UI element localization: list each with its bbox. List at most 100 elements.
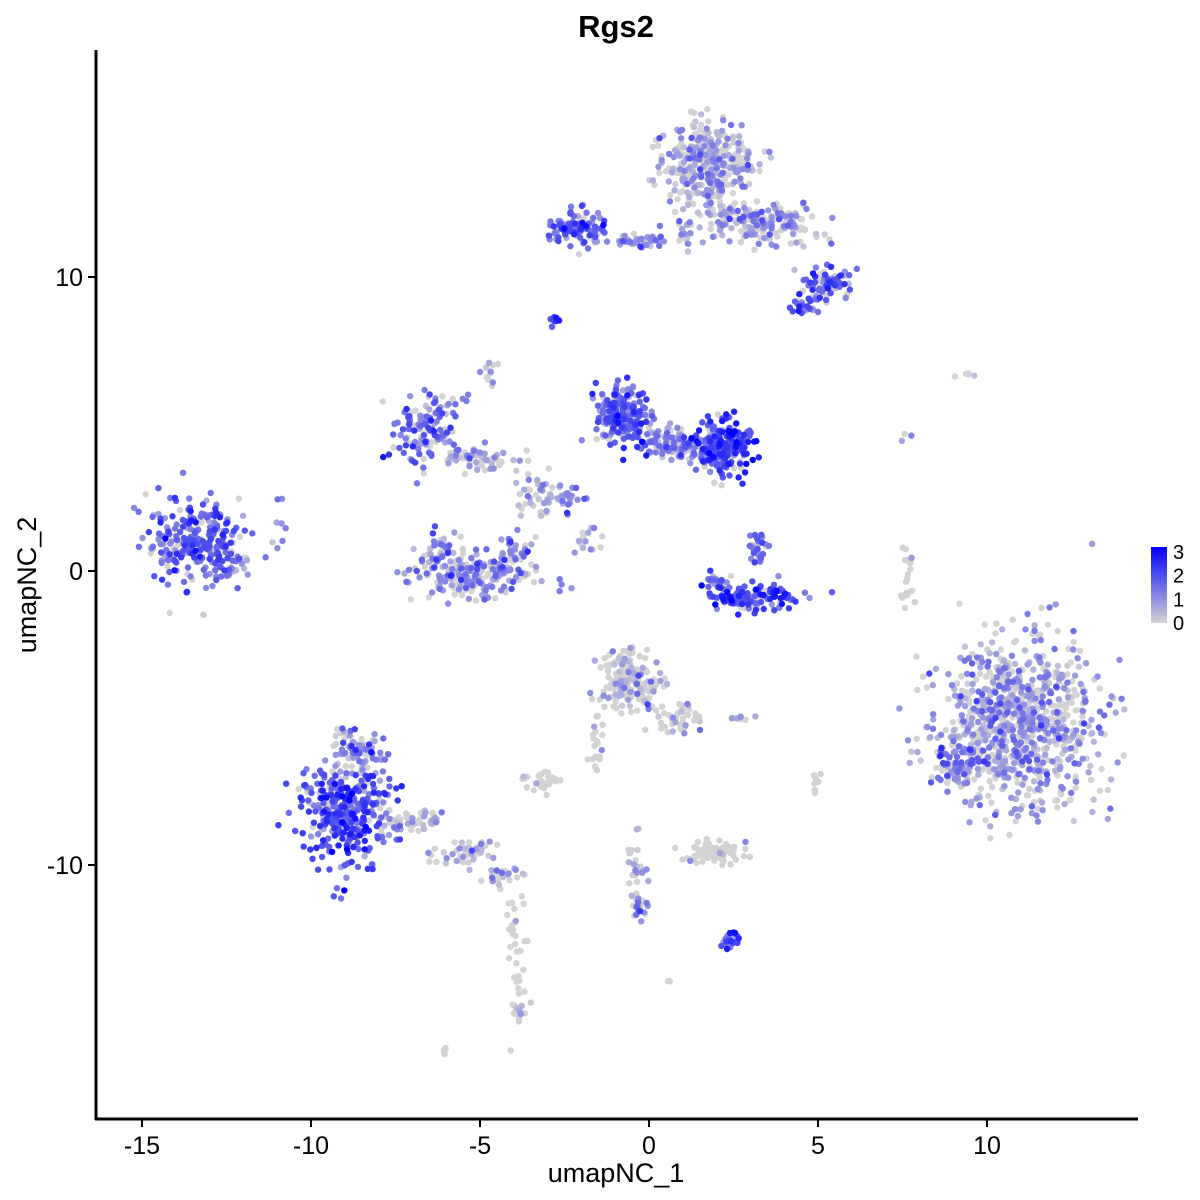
data-point xyxy=(452,401,459,408)
data-point xyxy=(706,577,714,584)
data-point xyxy=(575,537,583,545)
data-point xyxy=(970,731,977,738)
data-point xyxy=(998,694,1005,701)
data-point xyxy=(727,121,735,129)
data-point xyxy=(558,581,565,588)
data-point xyxy=(500,449,507,456)
data-point xyxy=(643,866,650,873)
data-point xyxy=(459,592,466,599)
data-point xyxy=(326,843,333,851)
data-point xyxy=(461,845,468,852)
data-point xyxy=(812,230,820,237)
data-point xyxy=(687,230,694,237)
data-point xyxy=(647,438,654,446)
data-point xyxy=(767,154,775,161)
data-point xyxy=(348,858,355,866)
data-point xyxy=(619,387,626,394)
data-point xyxy=(1043,744,1050,752)
data-point xyxy=(1055,725,1063,732)
data-point xyxy=(495,881,503,888)
data-point xyxy=(722,142,729,149)
data-point xyxy=(530,787,537,794)
data-point xyxy=(690,124,698,131)
data-point xyxy=(765,207,772,214)
data-point xyxy=(524,471,532,478)
data-point xyxy=(612,680,619,687)
data-point xyxy=(665,150,673,158)
data-point xyxy=(988,799,995,806)
data-point xyxy=(701,143,708,150)
data-point xyxy=(467,564,475,572)
data-point xyxy=(704,192,712,200)
data-point xyxy=(496,461,503,469)
data-point xyxy=(938,744,945,751)
data-point xyxy=(445,400,452,408)
data-point xyxy=(431,845,438,852)
data-point xyxy=(1032,695,1039,702)
data-point xyxy=(1038,722,1045,729)
data-point xyxy=(985,792,992,800)
data-point xyxy=(674,424,681,431)
data-point xyxy=(807,279,814,286)
data-point xyxy=(1031,627,1038,634)
data-point xyxy=(485,852,492,859)
data-point xyxy=(190,537,197,544)
data-point xyxy=(736,460,744,467)
data-point xyxy=(1030,778,1038,785)
data-point xyxy=(1072,707,1080,714)
data-point xyxy=(490,465,497,472)
data-point xyxy=(656,135,663,142)
data-point xyxy=(374,835,381,842)
data-point xyxy=(657,677,664,685)
data-point xyxy=(358,777,365,784)
data-point xyxy=(481,596,488,603)
data-point xyxy=(684,700,691,708)
data-point xyxy=(1041,683,1049,690)
data-point xyxy=(545,232,552,239)
data-point xyxy=(652,449,660,456)
data-point xyxy=(666,978,673,985)
data-point xyxy=(720,596,727,603)
data-point xyxy=(1042,674,1049,681)
data-point xyxy=(739,480,746,487)
data-point xyxy=(476,368,484,376)
data-point xyxy=(380,735,387,742)
data-point xyxy=(932,665,940,673)
data-point xyxy=(1104,815,1112,823)
data-point xyxy=(670,439,678,446)
data-point xyxy=(937,731,945,738)
data-point xyxy=(1005,671,1012,678)
data-point xyxy=(618,424,626,431)
data-point xyxy=(1107,776,1115,783)
data-point xyxy=(320,808,328,815)
data-point xyxy=(236,555,243,562)
data-point xyxy=(1080,720,1088,727)
data-point xyxy=(927,779,935,786)
data-point xyxy=(1010,710,1018,717)
data-point xyxy=(323,818,331,825)
data-point xyxy=(983,673,990,680)
data-point xyxy=(599,391,606,398)
data-point xyxy=(677,726,684,733)
data-point xyxy=(348,742,355,750)
data-point xyxy=(1030,666,1037,673)
data-point xyxy=(790,230,797,238)
data-point xyxy=(354,863,362,870)
data-point xyxy=(559,497,566,505)
data-point xyxy=(955,743,963,750)
data-point xyxy=(187,573,194,580)
data-point xyxy=(198,519,205,526)
legend-tick-label: 3 xyxy=(1173,542,1184,564)
data-point xyxy=(723,588,731,596)
data-point xyxy=(644,646,651,653)
data-point xyxy=(234,585,241,592)
data-point xyxy=(758,208,765,215)
data-point xyxy=(699,239,706,246)
data-point xyxy=(635,391,642,399)
data-point xyxy=(795,307,802,315)
data-point xyxy=(332,751,339,758)
data-point xyxy=(995,771,1002,778)
data-point xyxy=(777,595,784,602)
data-point xyxy=(951,776,959,783)
data-point xyxy=(996,668,1004,676)
